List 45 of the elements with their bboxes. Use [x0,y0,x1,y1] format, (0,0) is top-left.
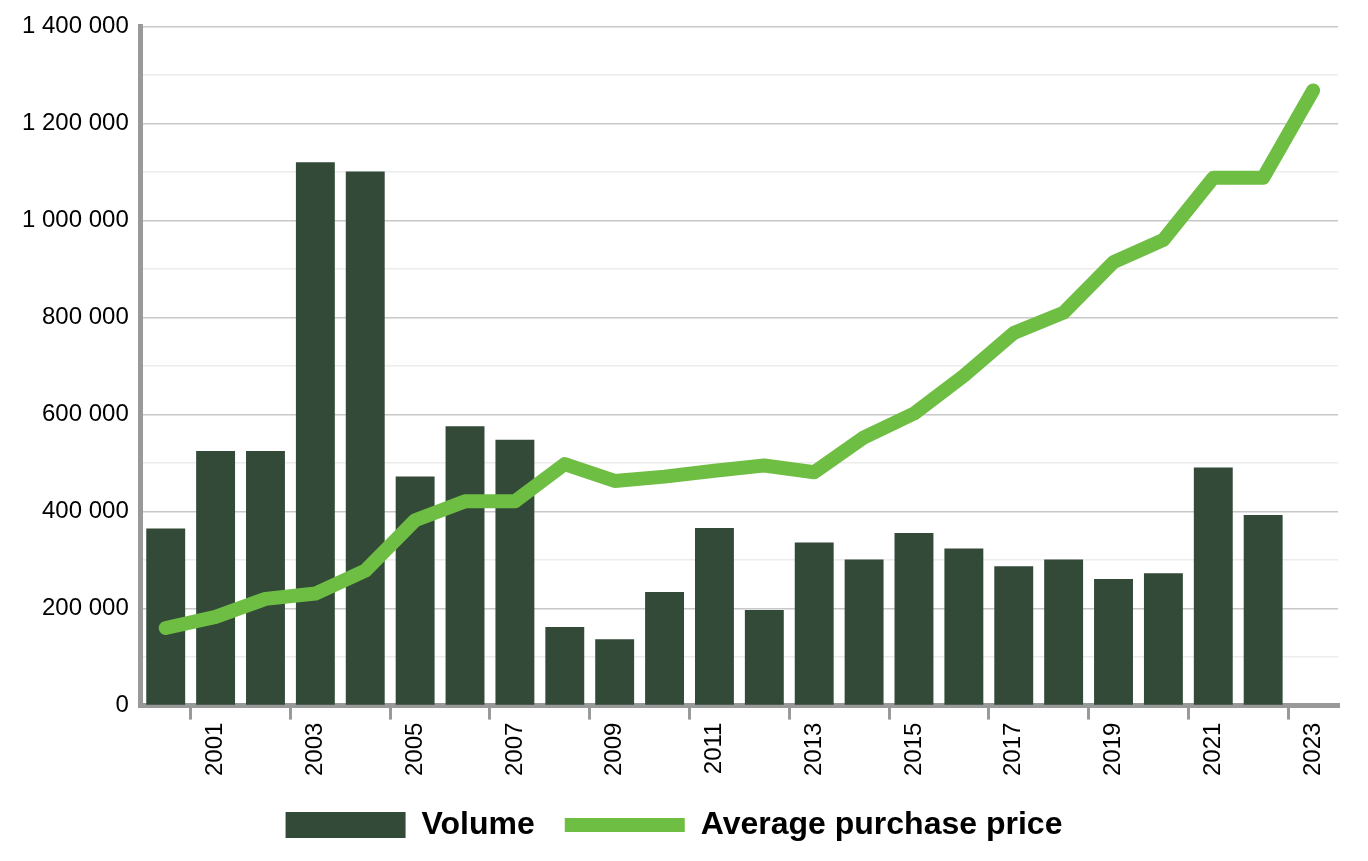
bar [694,528,734,705]
x-tick-label: 2011 [699,722,727,775]
x-tick-label: 2015 [898,722,926,776]
x-tick-label: 2017 [998,722,1026,776]
legend-label: Average purchase price [700,804,1063,841]
x-tick-label: 2007 [499,722,527,776]
y-tick-label: 1 000 000 [21,205,129,233]
bar [196,450,236,705]
x-tick-label: 2021 [1197,722,1225,776]
x-tick-label: 2009 [599,722,627,776]
x-tick-label: 2013 [798,722,826,776]
y-tick-label: 0 [115,690,129,718]
bar [295,162,335,705]
bar [844,559,884,705]
bar [345,171,385,705]
bar [794,542,834,705]
legend-label: Volume [421,804,535,841]
bar [595,639,635,705]
bar [1193,467,1233,705]
bar [894,532,934,705]
bar [395,476,435,705]
bar [545,627,585,705]
bar [645,592,685,705]
bar [994,566,1034,705]
bar [744,610,784,705]
y-tick-label: 1 400 000 [21,11,129,39]
y-tick-label: 400 000 [42,496,129,524]
bar [495,439,535,705]
bar [1094,578,1133,705]
bar [146,528,186,705]
x-tick-label: 2019 [1098,722,1126,776]
x-tick-label: 2023 [1297,722,1325,776]
x-tick-label: 2003 [299,722,327,776]
bar [1044,559,1084,705]
bar [246,450,285,705]
bar [944,548,984,705]
bar [445,426,485,705]
bar [1143,573,1183,705]
y-tick-label: 200 000 [42,593,129,621]
y-tick-label: 800 000 [42,302,129,330]
y-tick-label: 600 000 [42,399,129,427]
bar [1243,514,1283,705]
x-tick-label: 2005 [399,722,427,776]
x-tick-label: 2001 [200,722,228,776]
y-tick-label: 1 200 000 [21,108,129,136]
